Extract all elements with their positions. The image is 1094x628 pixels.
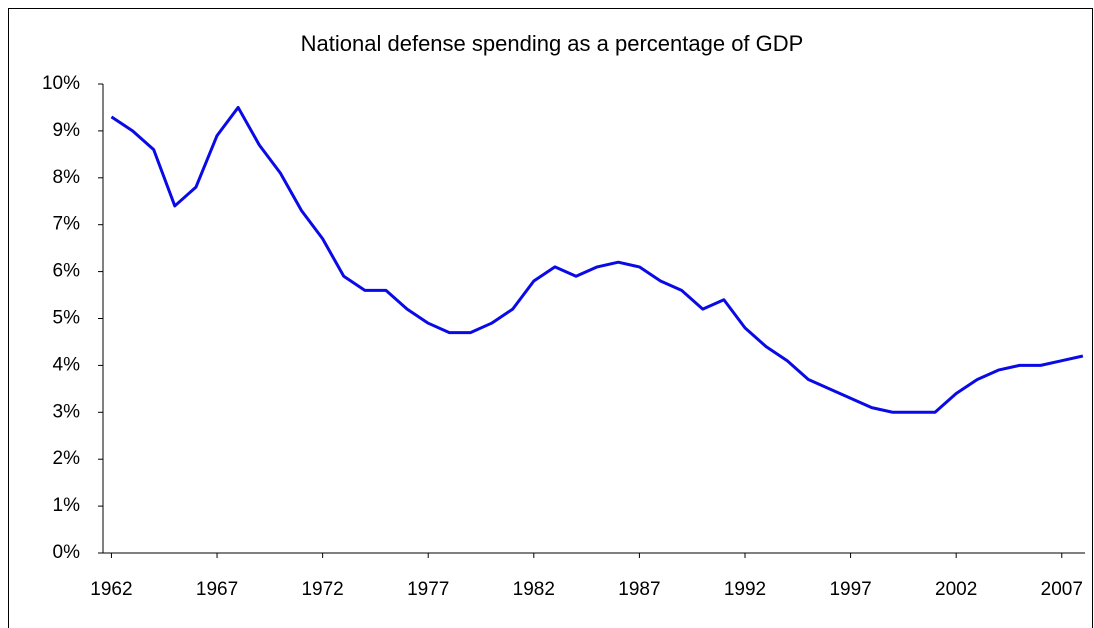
chart-frame: [8, 8, 1093, 628]
y-tick-label: 2%: [53, 448, 81, 469]
x-tick-label: 1967: [196, 579, 238, 600]
x-tick-label: 1962: [90, 579, 132, 600]
y-tick-label: 10%: [42, 73, 80, 94]
y-tick-label: 9%: [53, 120, 81, 141]
x-tick-label: 2007: [1041, 579, 1083, 600]
y-tick-label: 7%: [53, 214, 81, 235]
y-tick-label: 3%: [53, 401, 81, 422]
x-tick-label: 1997: [829, 579, 871, 600]
x-tick-label: 1982: [513, 579, 555, 600]
x-tick-label: 1992: [724, 579, 766, 600]
y-tick-label: 4%: [53, 354, 81, 375]
x-tick-label: 1972: [301, 579, 343, 600]
x-tick-label: 1977: [407, 579, 449, 600]
y-tick-label: 1%: [53, 495, 81, 516]
x-tick-label: 2002: [935, 579, 977, 600]
y-tick-label: 0%: [53, 542, 81, 563]
y-tick-label: 5%: [53, 308, 81, 329]
y-tick-label: 8%: [53, 167, 81, 188]
chart-title: National defense spending as a percentag…: [301, 31, 804, 56]
y-tick-label: 6%: [53, 261, 81, 282]
x-tick-label: 1987: [618, 579, 660, 600]
data-line: [110, 105, 1084, 414]
